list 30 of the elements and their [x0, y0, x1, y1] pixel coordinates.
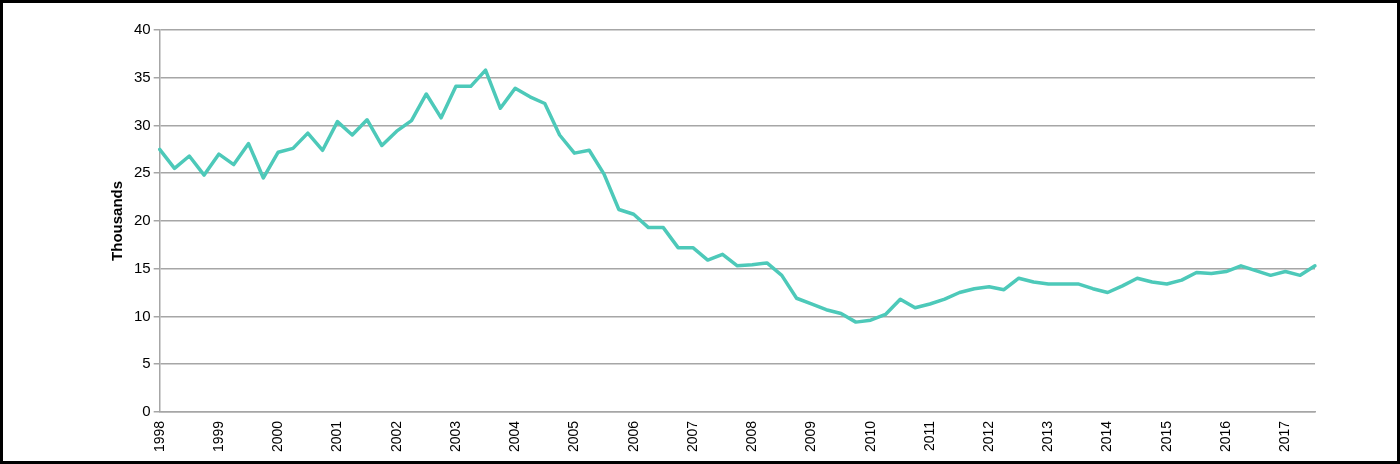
y-tick-label: 40	[134, 20, 151, 38]
y-tick-label: 15	[134, 258, 151, 276]
y-tick-label: 35	[134, 67, 151, 85]
y-tick-label: 0	[142, 402, 151, 419]
x-tick-label: 2008	[743, 420, 760, 453]
y-axis-title: Thousands	[108, 180, 126, 261]
x-tick-label: 2013	[1039, 420, 1056, 453]
x-tick-label: 1998	[150, 420, 167, 453]
x-tick-label: 2012	[980, 420, 996, 453]
x-tick-label: 2002	[387, 420, 404, 453]
y-tick-label: 30	[134, 115, 151, 133]
x-tick-label: 2009	[802, 420, 819, 453]
y-tick-label: 5	[142, 354, 151, 372]
x-tick-label: 2015	[1157, 420, 1174, 453]
x-tick-label: 2005	[565, 420, 582, 453]
x-tick-label: 2017	[1276, 420, 1293, 453]
y-tick-label: 20	[134, 211, 151, 229]
x-tick-label: 2007	[683, 420, 700, 453]
x-tick-label: 2011	[920, 420, 937, 451]
y-tick-label: 10	[134, 306, 151, 324]
x-tick-label: 2003	[446, 420, 463, 453]
x-tick-label: 2004	[506, 420, 523, 453]
x-tick-label: 2000	[269, 420, 286, 453]
x-tick-label: 2001	[328, 420, 345, 453]
x-tick-label: 2010	[861, 420, 878, 453]
x-tick-label: 2014	[1098, 420, 1115, 453]
y-tick-label: 25	[134, 163, 151, 181]
x-tick-label: 2006	[624, 420, 641, 453]
x-tick-label: 1999	[209, 420, 226, 453]
x-tick-label: 2016	[1216, 420, 1233, 453]
